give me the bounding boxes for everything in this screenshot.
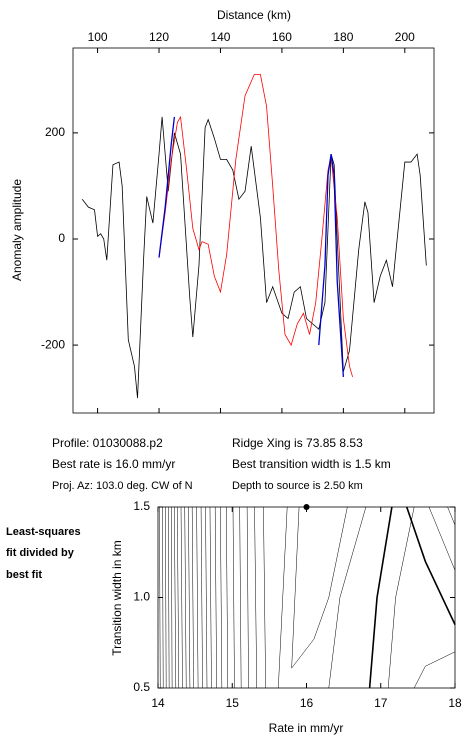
contour-line — [177, 506, 180, 689]
contour-line — [246, 506, 249, 689]
contour-line — [291, 506, 348, 669]
y-tick-label: 1.5 — [133, 499, 150, 513]
side-note: fit divided by — [6, 547, 75, 559]
x-tick-label: 180 — [333, 30, 353, 44]
data-line — [81, 116, 427, 399]
x-tick-label: 100 — [88, 30, 108, 44]
x-tick-label: 160 — [272, 30, 292, 44]
y-axis-title: Anomaly amplitude — [10, 179, 24, 281]
best-fit-point — [303, 504, 310, 510]
info-text: Best transition width is 1.5 km — [232, 457, 391, 471]
contour-line — [205, 506, 208, 689]
contour-line — [413, 651, 456, 689]
contour-line — [196, 506, 199, 689]
side-note: best fit — [6, 569, 42, 581]
contour-line — [405, 506, 456, 625]
data-line — [158, 116, 176, 258]
x-tick-label: 15 — [226, 696, 240, 710]
y-tick-label: -200 — [41, 337, 65, 351]
info-text: Profile: 01030088.p2 — [52, 436, 163, 450]
data-line — [318, 154, 345, 377]
info-text: Depth to source is 2.50 km — [232, 480, 363, 492]
info-text: Proj. Az: 103.0 deg. CW of N — [52, 480, 193, 492]
data-line — [158, 74, 353, 378]
x-tick-label: 120 — [149, 30, 169, 44]
y-tick-label: 200 — [45, 125, 65, 139]
contour-line — [387, 506, 415, 689]
contour-line — [159, 506, 161, 689]
contour-line — [214, 506, 217, 689]
contour-line — [188, 506, 191, 689]
contour-line — [220, 506, 223, 689]
contour-line — [278, 506, 288, 689]
contour-line — [447, 506, 456, 526]
contour-line — [174, 506, 177, 689]
contour-line — [428, 506, 456, 571]
contour-line — [200, 506, 203, 689]
info-text: Ridge Xing is 73.85 8.53 — [232, 436, 363, 450]
contour-line — [162, 506, 164, 689]
x-tick-label: 18 — [448, 696, 462, 710]
x-tick-label: 14 — [151, 696, 165, 710]
contour-line — [209, 506, 212, 689]
contour-line — [239, 506, 242, 689]
contour-line — [165, 506, 167, 689]
contour-line — [180, 506, 183, 689]
x-tick-label: 140 — [210, 30, 230, 44]
contour-line — [328, 506, 367, 689]
y-tick-label: 0.5 — [133, 680, 150, 694]
contour-line — [171, 506, 173, 689]
plot-frame — [72, 47, 435, 414]
contour-line — [263, 506, 266, 689]
contour-line — [368, 506, 393, 689]
x-axis-title: Distance (km) — [217, 8, 291, 22]
contour-line — [168, 506, 170, 689]
x-axis-title: Rate in mm/yr — [269, 721, 344, 735]
contour-line — [184, 506, 187, 689]
side-note: Least-squares — [6, 526, 81, 538]
x-tick-label: 200 — [395, 30, 415, 44]
y-tick-label: 1.0 — [133, 590, 150, 604]
y-tick-label: 0 — [58, 231, 65, 245]
contour-line — [232, 506, 235, 689]
info-text: Best rate is 16.0 mm/yr — [52, 457, 175, 471]
x-tick-label: 17 — [374, 696, 388, 710]
contour-line — [254, 506, 258, 689]
y-axis-title: Transition width in km — [110, 540, 124, 656]
x-tick-label: 16 — [300, 696, 314, 710]
contour-line — [191, 506, 194, 689]
contour-line — [226, 506, 229, 689]
